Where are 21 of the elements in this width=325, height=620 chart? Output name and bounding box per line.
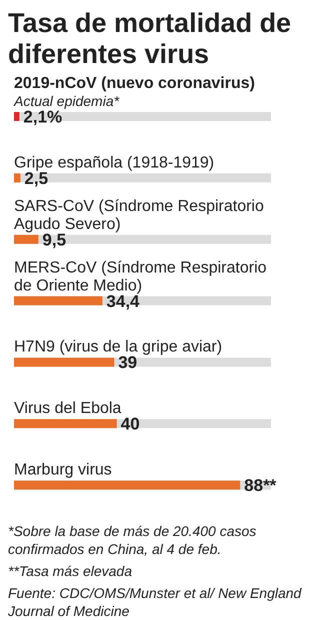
text: *Sobre la base de más de 20.400 casos confirmados en China, al 4 de feb.	[8, 522, 258, 558]
chart-title: Tasa de mortalidad de diferentes virus	[8, 8, 292, 70]
y-tick-label: MERS-CoV (Síndrome Respiratorio de Oriente Medio)	[14, 259, 267, 294]
data-label: 40	[120, 414, 140, 434]
text: **Tasa más elevada	[8, 562, 134, 580]
y-tick-label: 2019-nCoV (nuevo coronavirus)	[14, 75, 255, 92]
y-tick-label: SARS-CoV (Síndrome Respiratorio Agudo Severo)	[14, 198, 264, 233]
y-tick-label: H7N9 (virus de la gripe aviar)	[14, 338, 222, 356]
bar	[14, 173, 20, 182]
data-label: 9,5	[42, 230, 66, 250]
annotation: Actual epidemia*	[13, 93, 120, 109]
data-label: 88**	[244, 476, 277, 496]
y-tick-label: Gripe española (1918-1919)	[14, 154, 214, 172]
data-label: 39	[118, 353, 138, 372]
y-tick-label: Virus del Ebola	[14, 400, 122, 418]
source-note: Fuente: CDC/OMS/Munster et al/ New England Journal of Medicine	[8, 584, 303, 620]
data-label: 2,1%	[23, 108, 62, 126]
bar	[14, 112, 20, 121]
y-tick-label: Marburg virus	[14, 462, 112, 479]
data-label: 2,5	[24, 168, 48, 188]
bar	[14, 234, 38, 244]
